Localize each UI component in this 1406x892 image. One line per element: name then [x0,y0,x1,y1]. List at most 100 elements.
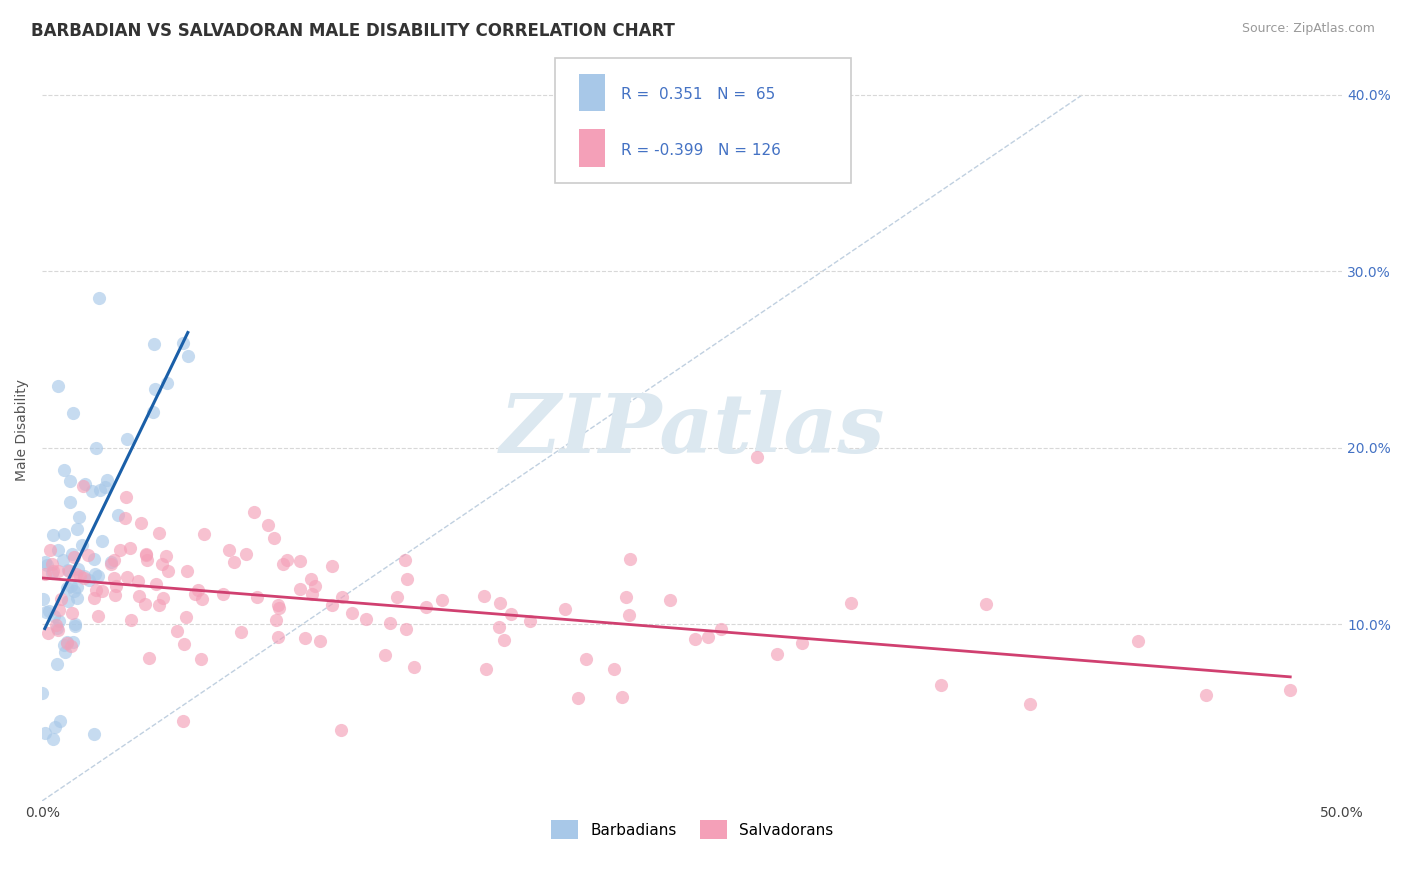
Point [271,558,294,572]
Point [374,648,396,662]
Point [332,590,354,604]
Point [70,537,93,551]
Point [114,510,136,524]
Point [475,662,498,676]
Point [330,723,353,738]
Point [103,571,125,585]
Point [56,636,79,650]
Point [432,593,454,607]
Point [52,527,75,541]
Point [34,605,56,619]
Point [492,632,515,647]
Point [166,624,188,639]
Point [395,622,418,636]
Point [83,591,105,605]
Point [267,598,290,612]
Point [387,591,409,605]
Point [46,565,69,579]
Point [619,552,641,566]
Point [567,690,589,705]
Point [41,564,63,578]
Point [59,475,82,489]
Point [246,591,269,605]
Point [84,441,107,455]
Point [218,543,240,558]
Point [222,556,245,570]
Point [184,587,207,601]
Point [145,577,167,591]
Point [128,590,150,604]
Point [309,634,332,648]
Point [138,650,160,665]
Point [301,587,323,601]
Point [37,626,59,640]
Point [89,483,111,498]
Point [52,639,75,653]
Point [135,548,157,562]
Point [342,606,364,620]
Point [83,727,105,741]
Point [143,382,166,396]
Point [59,579,82,593]
Text: ZIPatlas: ZIPatlas [499,390,884,470]
Point [176,564,198,578]
Point [354,612,377,626]
Point [321,598,343,612]
Point [1126,634,1149,648]
Point [32,592,55,607]
Point [96,473,118,487]
Point [46,379,69,393]
Point [190,592,212,607]
Point [659,593,682,607]
Point [127,574,149,589]
Point [187,583,209,598]
Point [177,349,200,363]
Point [79,573,101,587]
Point [100,555,122,569]
Point [63,619,86,633]
Point [120,541,142,556]
Point [91,584,114,599]
Point [42,527,65,541]
Point [84,566,107,581]
Point [257,517,280,532]
Point [35,558,58,573]
Point [49,714,72,728]
Point [472,589,495,603]
Point [610,690,633,705]
Point [56,581,79,595]
Point [76,548,98,562]
Point [56,635,79,649]
Point [710,622,733,636]
Point [974,598,997,612]
Point [617,607,640,622]
Point [263,531,285,545]
Point [839,596,862,610]
Point [276,552,298,566]
Point [1195,688,1218,702]
Point [134,547,156,561]
Point [131,516,153,531]
Point [58,593,80,607]
Point [120,613,142,627]
Point [792,635,814,649]
Point [155,549,177,564]
Point [115,491,138,505]
Point [87,608,110,623]
Point [395,572,418,586]
Point [152,591,174,606]
Point [172,714,194,728]
Point [173,637,195,651]
Point [104,579,127,593]
Point [269,600,291,615]
Point [603,662,626,676]
Point [190,652,212,666]
Point [60,547,83,561]
Point [51,591,73,606]
Point [104,588,127,602]
Point [288,582,311,596]
Point [39,542,62,557]
Point [66,580,89,594]
Point [575,652,598,666]
Point [53,645,76,659]
